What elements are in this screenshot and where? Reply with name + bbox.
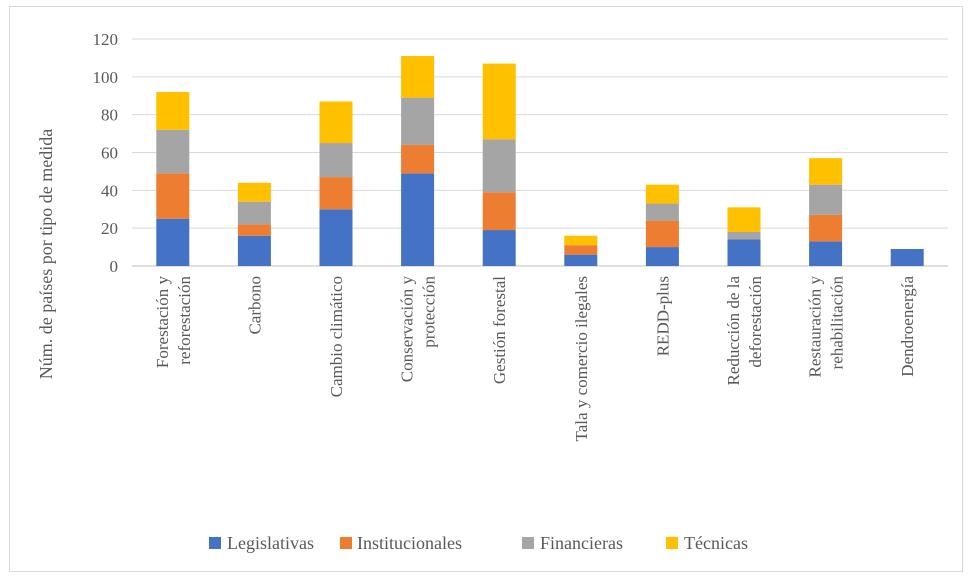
y-tick-label: 20 [101, 219, 118, 238]
legend-swatch [209, 537, 221, 549]
x-category-label: Conservación y protección [398, 276, 439, 383]
legend-label: Institucionales [357, 533, 462, 553]
bar-segment-legislativas [727, 239, 761, 266]
bar-segment-técnicas [401, 56, 435, 98]
bar-segment-financieras [482, 139, 516, 193]
x-category-label: Dendroenergía [898, 276, 917, 377]
bar-segment-financieras [401, 97, 435, 145]
y-tick-label: 80 [101, 106, 118, 125]
x-category-label: Forestación y reforestación [153, 276, 194, 369]
bar-segment-técnicas [237, 182, 271, 202]
bar-segment-institucionales [156, 173, 190, 219]
bar-segment-financieras [809, 184, 843, 215]
bar-segment-legislativas [156, 218, 190, 266]
y-tick-label: 0 [110, 257, 119, 276]
y-tick-label: 100 [93, 68, 119, 87]
bar-segment-legislativas [482, 230, 516, 266]
y-tick-label: 120 [93, 30, 119, 49]
x-category-label: Gestión forestal [490, 276, 509, 384]
y-tick-label: 40 [101, 181, 118, 200]
bar-segment-institucionales [645, 220, 679, 248]
bar-segment-institucionales [237, 224, 271, 236]
x-category-label: Carbono [245, 276, 264, 335]
bar-segment-legislativas [890, 248, 924, 266]
bar-segment-financieras [156, 129, 190, 174]
x-category-label: REDD-plus [653, 276, 672, 356]
legend-swatch [522, 537, 534, 549]
bar-segment-financieras [237, 201, 271, 225]
bar-segment-institucionales [319, 177, 353, 210]
legend: Legislativas Institucionales Financieras Té… [209, 533, 748, 553]
bar-segment-técnicas [482, 63, 516, 140]
bar-segment-legislativas [319, 209, 353, 266]
bar-segment-financieras [645, 203, 679, 221]
y-tick-label: 60 [101, 144, 118, 163]
y-axis-label: Núm. de países por tipo de medida [36, 129, 56, 379]
legend-label: Técnicas [684, 533, 748, 553]
bar-segment-institucionales [482, 192, 516, 231]
bar-segment-legislativas [645, 247, 679, 266]
bar-segment-legislativas [237, 235, 271, 266]
legend-label: Financieras [540, 533, 623, 553]
bar-segment-legislativas [564, 254, 598, 266]
bar-segment-legislativas [401, 173, 435, 266]
x-category-label: Tala y comercio ilegales [572, 276, 591, 441]
bar-segment-legislativas [809, 241, 843, 266]
x-category-label: Reducción de la deforestación [724, 276, 765, 386]
bar-segment-técnicas [809, 158, 843, 185]
bars [156, 56, 924, 266]
bar-segment-técnicas [319, 101, 353, 144]
bar-segment-técnicas [727, 207, 761, 232]
bar-segment-técnicas [645, 184, 679, 204]
x-category-label: Cambio climático [327, 276, 346, 397]
legend-swatch [340, 537, 352, 549]
bar-segment-institucionales [564, 245, 598, 255]
bar-segment-técnicas [156, 91, 190, 130]
y-axis-ticks: 0 20 40 60 80 100 120 [93, 30, 119, 276]
bar-segment-financieras [727, 231, 761, 240]
x-axis-categories: Forestación y reforestación Carbono Cambio … [153, 276, 917, 442]
legend-swatch [666, 537, 678, 549]
bar-segment-financieras [319, 143, 353, 178]
bar-segment-institucionales [401, 144, 435, 174]
bar-segment-institucionales [809, 214, 843, 242]
legend-label: Legislativas [227, 533, 314, 553]
x-category-label: Restauración y rehabilitación [806, 276, 847, 378]
bar-segment-técnicas [564, 235, 598, 246]
